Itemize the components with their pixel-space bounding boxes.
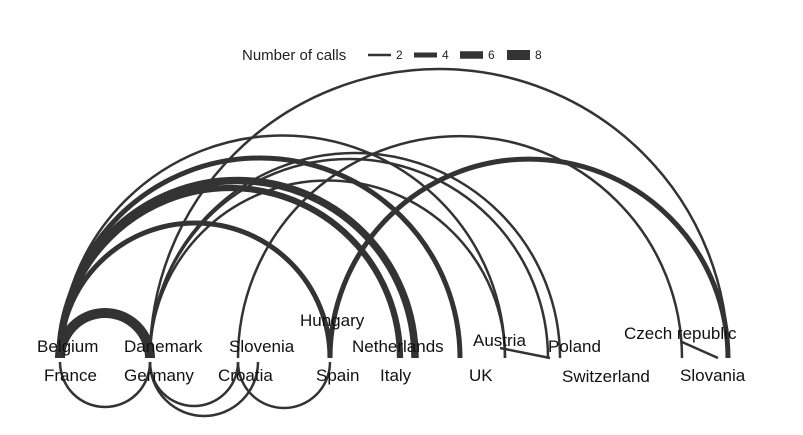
link-belgium-spain xyxy=(57,220,333,359)
node-label-france: France xyxy=(44,366,97,385)
node-label-croatia: Croatia xyxy=(218,366,273,385)
node-label-slovania: Slovania xyxy=(680,366,746,385)
arc-layer xyxy=(55,67,731,418)
link-belgium-danemark xyxy=(58,311,152,359)
link-belgium-netherlands xyxy=(56,176,419,359)
legend-label-4: 4 xyxy=(442,48,449,62)
legend-label-6: 6 xyxy=(488,48,495,62)
link-belgium-italy xyxy=(56,184,404,359)
link-spain-hungary xyxy=(328,329,334,351)
node-label-poland: Poland xyxy=(548,337,601,356)
link-belgium-uk xyxy=(57,155,463,359)
node-label-austria: Austria xyxy=(473,331,526,350)
node-label-italy: Italy xyxy=(380,366,412,385)
link-germany-slovenia xyxy=(148,361,260,418)
legend-label-8: 8 xyxy=(535,48,542,62)
link-croatia-spain xyxy=(236,361,332,410)
link-czech-slovania xyxy=(681,340,719,360)
node-label-czech: Czech republic xyxy=(624,324,737,343)
link-germany-slovania xyxy=(148,67,730,359)
legend: Number of calls 2 4 6 8 xyxy=(242,47,542,64)
node-label-spain: Spain xyxy=(316,366,359,385)
node-label-switzerland: Switzerland xyxy=(562,367,650,386)
link-spain-slovania xyxy=(327,156,731,359)
node-label-germany: Germany xyxy=(124,366,194,385)
node-label-belgium: Belgium xyxy=(37,337,98,356)
node-label-netherlands: Netherlands xyxy=(352,337,444,356)
link-germany-poland xyxy=(148,157,550,359)
node-label-danemark: Danemark xyxy=(124,337,203,356)
link-austria-switzerland xyxy=(499,346,551,360)
node-label-slovenia: Slovenia xyxy=(229,337,295,356)
link-belgium-austria xyxy=(58,134,507,359)
node-labels: Belgium France Danemark Germany Croatia Slove… xyxy=(37,311,746,386)
link-croatia-czech xyxy=(236,134,684,359)
legend-title: Number of calls xyxy=(242,47,346,64)
legend-label-2: 2 xyxy=(396,48,403,62)
node-label-uk: UK xyxy=(469,366,493,385)
node-label-hungary: Hungary xyxy=(300,311,365,330)
link-france-germany xyxy=(58,361,152,409)
